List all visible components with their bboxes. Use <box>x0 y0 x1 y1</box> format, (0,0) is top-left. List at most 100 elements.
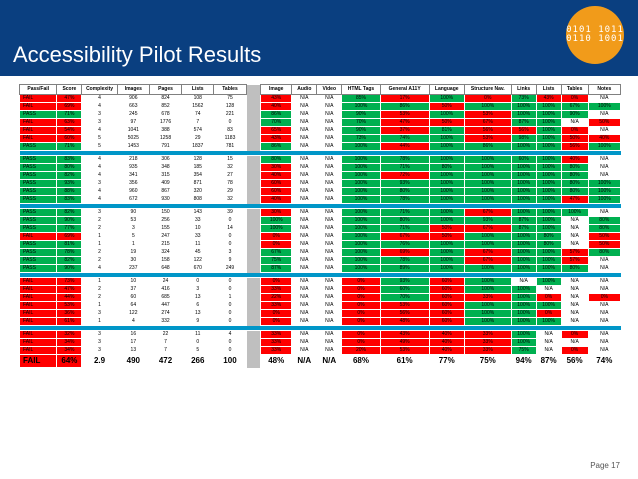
gap-cell <box>246 240 261 249</box>
gap-cell <box>246 126 261 135</box>
table-cell: FAIL <box>18 277 58 286</box>
table-cell: 100% <box>463 155 512 164</box>
table-cell: 245 <box>116 110 150 119</box>
table-row: FAIL 69% 4 663 852 1562 128 40% N/A N/A 100% 86% 50%… <box>18 102 622 111</box>
gap-cell <box>246 179 261 188</box>
table-cell: 80% <box>587 216 622 225</box>
table-cell: N/A <box>587 264 622 273</box>
table-cell: 93% <box>379 179 430 188</box>
table-cell: N/A <box>560 224 589 233</box>
table-cell: N/A <box>587 317 622 326</box>
table-cell: 3 <box>81 208 118 217</box>
table-cell: 40% <box>428 330 465 339</box>
table-cell: 71% <box>379 224 430 233</box>
table-cell: 80% <box>587 224 622 233</box>
table-cell: N/A <box>316 232 343 241</box>
table-cell: N/A <box>316 264 343 273</box>
table-cell: 72% <box>379 171 430 180</box>
table-cell: N/A <box>291 248 318 257</box>
table-cell: 57% <box>560 256 589 265</box>
table-cell: 75% <box>260 256 293 265</box>
table-cell: PASS <box>18 179 58 188</box>
table-cell: 32% <box>56 330 83 339</box>
table-cell: 685 <box>148 293 183 302</box>
table-cell: N/A <box>291 277 318 286</box>
table-cell: 100% <box>535 126 562 135</box>
table-cell: 0 <box>181 277 215 286</box>
table-cell: 100% <box>463 240 512 249</box>
table-cell: 86% <box>463 142 512 151</box>
table-cell: 185 <box>181 163 215 172</box>
table-cell: 100% <box>535 118 562 127</box>
gap-cell <box>246 94 261 103</box>
table-cell: 100% <box>428 264 465 273</box>
table-cell: FAIL <box>18 293 58 302</box>
table-cell: 100% <box>341 240 381 249</box>
table-cell: 1 <box>213 293 247 302</box>
table-cell: N/A <box>316 118 343 127</box>
table-cell: 11 <box>181 240 215 249</box>
table-cell: 100% <box>428 142 465 151</box>
gap-cell <box>246 264 261 273</box>
table-cell: 60 <box>116 293 150 302</box>
table-cell: N/A <box>291 330 318 339</box>
table-cell: 3 <box>116 224 150 233</box>
gap-cell <box>246 163 261 172</box>
table-cell: 100% <box>341 216 381 225</box>
table-cell: PASS <box>18 171 58 180</box>
table-cell: 100% <box>510 163 537 172</box>
table-cell: 100% <box>463 301 512 310</box>
table-cell: 15 <box>213 155 247 164</box>
table-cell: N/A <box>291 240 318 249</box>
table-cell: 85% <box>341 94 381 103</box>
table-cell: 100% <box>535 216 562 225</box>
table-cell: 60% <box>260 179 293 188</box>
gap-cell <box>246 330 261 339</box>
table-cell: N/A <box>316 208 343 217</box>
table-cell: 648 <box>148 264 183 273</box>
table-cell: 100% <box>560 208 589 217</box>
table-cell: 34% <box>56 346 83 355</box>
table-cell: 56% <box>560 142 589 151</box>
table-cell: 60% <box>428 309 465 318</box>
table-cell: 100% <box>428 155 465 164</box>
table-cell: 71% <box>56 142 83 151</box>
table-cell: PASS <box>18 240 58 249</box>
table-cell: 11 <box>181 330 215 339</box>
table-cell: 0% <box>535 309 562 318</box>
table-row: PASS 82% 4 341 315 354 27 40% N/A N/A 100% 72% 100% 1… <box>18 171 622 180</box>
title-bar: Accessibility Pilot Results 0101 1011 01… <box>0 0 638 76</box>
table-cell: N/A <box>560 232 589 241</box>
table-cell: PASS <box>18 256 58 265</box>
header-row: Pass/Fail Score Complexity Images Pages Lists… <box>18 84 622 95</box>
table-row: PASS 71% 3 245 678 74 221 86% N/A N/A 90% 53% 100% 53… <box>18 110 622 119</box>
table-cell: 1 <box>81 277 118 286</box>
table-cell: 90% <box>341 110 381 119</box>
column-header: Tables <box>213 84 247 95</box>
table-cell: 354 <box>181 171 215 180</box>
table-cell: N/A <box>560 118 589 127</box>
table-cell: N/A <box>316 134 343 143</box>
table-cell: 73% <box>56 277 83 286</box>
column-header: Image <box>260 84 293 95</box>
table-cell: 5 <box>116 232 150 241</box>
table-cell: 82% <box>56 171 83 180</box>
table-cell: 4 <box>81 94 118 103</box>
table-cell: N/A <box>291 94 318 103</box>
table-cell: 50% <box>587 232 622 241</box>
table-cell: 22% <box>260 293 293 302</box>
table-cell: 61% <box>56 317 83 326</box>
table-cell: N/A <box>316 110 343 119</box>
table-cell: 0% <box>341 317 381 326</box>
gap-cell <box>246 118 261 127</box>
column-header <box>246 84 261 95</box>
table-cell: 0 <box>213 285 247 294</box>
table-cell: 808 <box>181 195 215 204</box>
table-cell: 4 <box>81 195 118 204</box>
table-cell: 80% <box>560 171 589 180</box>
gap-cell <box>246 102 261 111</box>
gap-cell <box>246 232 261 241</box>
table-cell: N/A <box>291 224 318 233</box>
table-cell: 306 <box>148 155 183 164</box>
table-cell: 100% <box>510 179 537 188</box>
